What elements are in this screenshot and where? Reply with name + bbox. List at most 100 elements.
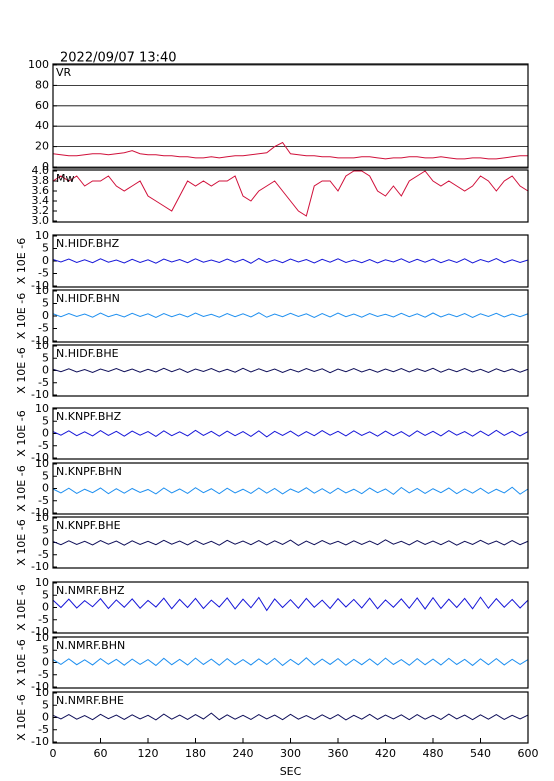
panel-label: N.KNPF.BHN: [56, 465, 122, 478]
panel-frame: [52, 289, 529, 343]
panel-frame: [52, 516, 529, 569]
y-axis-label: X 10E -6: [15, 465, 28, 511]
y-axis-label: X 10E -6: [15, 584, 28, 630]
y-tick-label: 10: [35, 284, 49, 297]
panel-frame: [52, 691, 529, 744]
y-tick-label: -10: [31, 560, 49, 573]
y-tick-label: -5: [38, 494, 49, 507]
data-line: [52, 141, 528, 160]
data-line: [52, 712, 529, 721]
panel-label: N.KNPF.BHZ: [56, 410, 122, 423]
y-tick-label: 10: [35, 576, 49, 589]
page-title: 2022/09/07 13:40: [60, 51, 177, 66]
panel-frame: [52, 344, 529, 397]
y-tick-label: -5: [38, 668, 49, 681]
y-tick-label: -10: [31, 625, 49, 638]
y-tick-label: 5: [42, 588, 49, 601]
y-tick-label: -10: [31, 680, 49, 693]
x-tick-label: 0: [50, 747, 57, 760]
y-tick-label: 3.2: [32, 204, 50, 217]
data-line: [52, 539, 529, 547]
y-tick-label: -10: [31, 279, 49, 292]
y-tick-label: 3.6: [32, 184, 50, 197]
y-tick-label: -5: [38, 376, 49, 389]
y-tick-label: 5: [42, 469, 49, 482]
y-tick-label: -5: [38, 548, 49, 561]
panel-label: N.KNPF.BHE: [56, 519, 121, 532]
x-axis-label: SEC: [280, 765, 302, 778]
x-tick-label: 480: [423, 747, 444, 760]
panel-frame: [52, 407, 529, 460]
panel-label: Mw: [56, 172, 75, 185]
y-tick-label: 3.0: [32, 214, 50, 227]
y-tick-label: 0: [42, 427, 49, 440]
panel-label: VR: [56, 66, 72, 79]
y-tick-label: 5: [42, 523, 49, 536]
y-tick-label: 10: [35, 402, 49, 415]
y-axis-label: X 10E -6: [15, 639, 28, 685]
y-axis-label: X 10E -6: [15, 410, 28, 456]
data-line: [52, 170, 529, 217]
y-tick-label: 0: [42, 309, 49, 322]
y-tick-label: -5: [38, 613, 49, 626]
y-tick-label: 10: [35, 229, 49, 242]
data-line: [52, 486, 529, 496]
y-tick-label: 0: [42, 160, 49, 173]
y-tick-label: 100: [28, 58, 49, 71]
y-axis-label: X 10E -6: [15, 293, 28, 339]
panel-label: N.HIDF.BHN: [56, 292, 120, 305]
y-axis-label: X 10E -6: [15, 519, 28, 565]
y-tick-label: 0: [42, 364, 49, 377]
data-line: [52, 367, 529, 374]
y-tick-label: 5: [42, 698, 49, 711]
x-tick-label: 120: [138, 747, 159, 760]
y-tick-label: 5: [42, 414, 49, 427]
y-tick-label: 5: [42, 643, 49, 656]
x-tick-label: 180: [185, 747, 206, 760]
x-tick-label: 360: [328, 747, 349, 760]
y-tick-label: 5: [42, 242, 49, 255]
data-line: [52, 429, 529, 438]
y-tick-label: 3.8: [32, 174, 50, 187]
y-tick-label: 10: [35, 339, 49, 352]
y-tick-label: 3.4: [32, 194, 50, 207]
y-tick-label: 0: [42, 536, 49, 549]
y-tick-label: -10: [31, 506, 49, 519]
data-line: [52, 312, 529, 319]
y-tick-label: -5: [38, 723, 49, 736]
y-tick-label: 0: [42, 656, 49, 669]
panel-label: N.NMRF.BHE: [56, 694, 124, 707]
y-tick-label: 0: [42, 482, 49, 495]
y-tick-label: -5: [38, 322, 49, 335]
x-tick-label: 60: [94, 747, 108, 760]
y-tick-label: 10: [35, 511, 49, 524]
panel-frame: [52, 234, 529, 288]
y-tick-label: 0: [42, 601, 49, 614]
y-axis-label: X 10E -6: [15, 238, 28, 284]
panel-label: N.NMRF.BHN: [56, 639, 125, 652]
y-tick-label: 5: [42, 297, 49, 310]
y-tick-label: 10: [35, 686, 49, 699]
y-tick-label: 60: [35, 99, 49, 112]
y-tick-label: 40: [35, 119, 49, 132]
y-axis-label: X 10E -6: [15, 694, 28, 740]
y-tick-label: -10: [31, 735, 49, 748]
y-tick-label: -10: [31, 451, 49, 464]
panel-frame: [52, 636, 529, 689]
y-tick-label: -10: [31, 388, 49, 401]
panel-label: N.NMRF.BHZ: [56, 584, 125, 597]
data-line: [52, 257, 529, 264]
panel-frame: [52, 581, 529, 634]
y-tick-label: 10: [35, 631, 49, 644]
x-tick-label: 240: [233, 747, 254, 760]
y-tick-label: 20: [35, 140, 49, 153]
panel-label: N.HIDF.BHE: [56, 347, 119, 360]
data-line: [52, 596, 529, 612]
y-axis-label: X 10E -6: [15, 347, 28, 393]
y-tick-label: 5: [42, 351, 49, 364]
y-tick-label: -5: [38, 439, 49, 452]
y-tick-label: -10: [31, 334, 49, 347]
x-tick-label: 600: [518, 747, 539, 760]
data-line: [52, 657, 529, 667]
x-tick-label: 420: [375, 747, 396, 760]
